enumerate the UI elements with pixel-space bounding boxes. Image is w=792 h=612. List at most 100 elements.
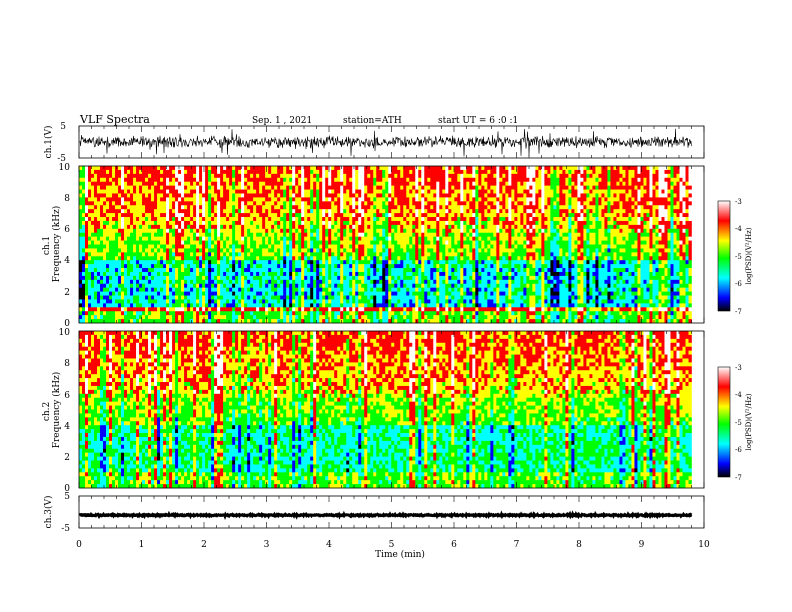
spectrogram-cell [190,287,194,292]
spectrogram-cell [277,213,281,218]
spectrogram-cell [433,228,437,234]
spectrogram-cell [229,299,233,304]
spectrogram-cell [310,173,314,179]
spectrogram-cell [358,256,362,261]
spectrogram-cell [109,193,113,198]
spectrogram-cell [169,303,173,308]
spectrogram-cell [241,264,245,269]
spectrogram-cell [172,295,176,300]
spectrogram-cell [223,287,227,292]
spectrogram-cell [133,220,137,226]
spectrogram-cell [133,173,137,179]
spectrogram-cell [352,256,356,261]
spectrogram-cell [406,260,410,265]
spectrogram-cell [148,275,152,281]
spectrogram-cell [415,319,419,324]
spectrogram-cell [385,240,389,245]
spectrogram-cell [439,252,443,257]
spectrogram-cell [280,275,284,281]
spectrogram-cell [415,181,419,186]
spectrogram-cell [118,260,122,265]
spectrogram-cell [328,303,332,308]
spectrogram-cell [193,236,197,241]
spectrogram-cell [334,173,338,179]
spectrogram-cell [118,224,122,230]
spectrogram-cell [91,299,95,304]
spectrogram-cell [211,189,215,194]
spectrogram-cell [304,228,308,234]
spectrogram-cell [403,240,407,245]
spectrogram-cell [334,311,338,316]
spectrogram-cell [325,209,329,214]
spectrogram-cell [148,209,152,214]
spectrogram-cell [430,240,434,245]
spectrogram-cell [442,177,446,182]
spectrogram-cell [388,177,392,182]
spectrogram-cell [220,319,224,324]
spectrogram-cell [421,213,425,218]
spectrogram-cell [433,256,437,261]
spectrogram-cell [259,209,263,214]
spectrogram-cell [247,303,251,308]
spectrogram-cell [169,193,173,198]
spectrogram-cell [400,166,404,171]
spectrogram-cell [277,275,281,281]
spectrogram-cell [436,248,440,253]
spectrogram-cell [349,197,353,202]
spectrogram-cell [343,236,347,241]
spectrogram-cell [127,287,131,292]
spectrogram-cell [304,166,308,171]
spectrogram-cell [391,295,395,300]
spectrogram-cell [340,169,344,175]
spectrogram-cell [298,307,302,312]
spectrogram-cell [409,303,413,308]
spectrogram-cell [244,217,248,222]
spectrogram-cell [127,260,131,265]
spectrogram-cell [202,209,206,214]
spectrogram-cell [235,209,239,214]
spectrogram-cell [325,228,329,234]
spectrogram-cell [373,283,377,288]
spectrogram-cell [274,291,278,296]
spectrogram-cell [256,307,260,312]
spectrogram-cell [124,166,128,171]
spectrogram-cell [163,236,167,241]
spectrogram-cell [130,173,134,179]
spectrogram-cell [217,295,221,300]
spectrogram-cell [133,299,137,304]
spectrogram-cell [340,177,344,182]
spectrogram-cell [217,213,221,218]
spectrogram-cell [286,299,290,304]
spectrogram-cell [148,291,152,296]
spectrogram-cell [268,264,272,269]
spectrogram-cell [259,252,263,257]
spectrogram-cell [361,295,365,300]
spectrogram-cell [190,260,194,265]
spectrogram-cell [91,205,95,210]
spectrogram-cell [349,185,353,190]
spectrogram-cell [289,220,293,226]
spectrogram-cell [436,220,440,226]
spectrogram-cell [121,291,125,296]
spectrogram-cell [391,264,395,269]
spectrogram-cell [328,228,332,234]
spectrogram-cell [169,240,173,245]
spectrogram-cell [331,264,335,269]
spectrogram-cell [160,220,164,226]
spectrogram-cell [103,319,107,324]
spectrogram-cell [439,185,443,190]
spectrogram-cell [298,244,302,249]
spectrogram-cell [337,189,341,194]
spectrogram-cell [133,177,137,182]
spectrogram-cell [220,260,224,265]
spectrogram-cell [232,173,236,179]
spectrogram-cell [343,264,347,269]
spectrogram-cell [172,303,176,308]
spectrogram-cell [313,197,317,202]
spectrogram-cell [358,299,362,304]
spectrogram-cell [433,303,437,308]
spectrogram-cell [88,279,92,285]
spectrogram-cell [169,295,173,300]
spectrogram-cell [352,271,356,277]
spectrogram-cell [241,271,245,277]
